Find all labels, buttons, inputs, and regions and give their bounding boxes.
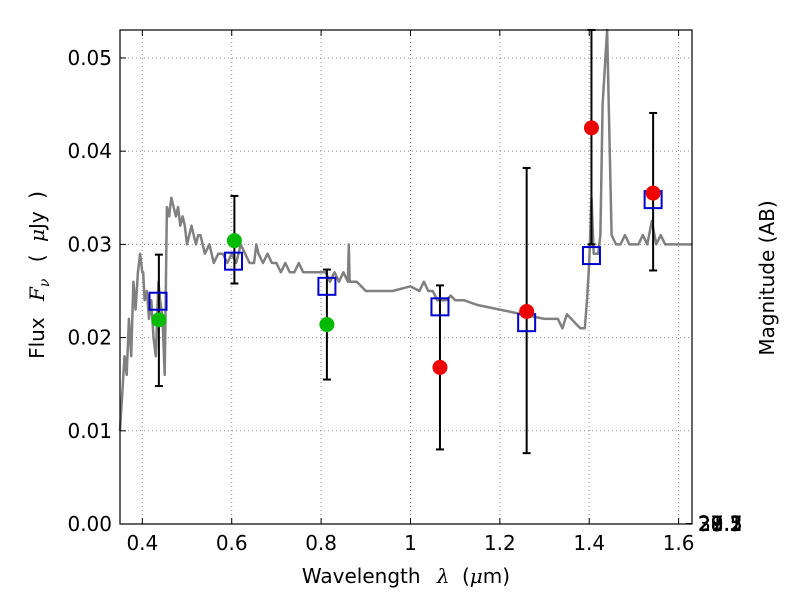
y-axis-label-subscript: ν xyxy=(37,278,53,287)
green-data-point xyxy=(151,312,167,328)
red-data-point xyxy=(583,120,599,136)
sed-model-line xyxy=(118,28,692,431)
right-tick-label: 29.5 xyxy=(698,512,743,536)
red-data-point xyxy=(519,303,535,319)
model-square-marker xyxy=(430,297,450,317)
y-tick-label: 0.02 xyxy=(67,326,112,350)
y-tick-label: 0.00 xyxy=(67,512,112,536)
grid-lines xyxy=(120,30,692,525)
x-axis-label: Wavelength λ (μm) xyxy=(302,564,510,588)
right-tick-label: 27.3 xyxy=(698,512,743,536)
model-square-marker xyxy=(317,276,337,296)
model-square-marker xyxy=(148,291,168,311)
right-tick-label: 31 xyxy=(698,512,723,536)
right-tick-label: 27.1 xyxy=(698,512,743,536)
model-square-marker xyxy=(224,251,244,271)
x-axis-label-text: Wavelength xyxy=(302,564,421,588)
measured-points xyxy=(151,120,661,375)
axis-ticks: 0.4 0.6 0.8 1 1.2 1.4 1.6 0.00 0.01 0.02 0.03 0.04 0… xyxy=(67,30,743,555)
y-tick-label: 0.03 xyxy=(67,232,112,256)
green-data-point xyxy=(319,317,335,333)
y-axis-label: Flux Fν ( μJy ) xyxy=(25,191,54,359)
right-tick-label: 28.2 xyxy=(698,512,743,536)
y-axis-label-unit-mu: μ xyxy=(25,229,49,242)
x-axis-label-unit-open: ( xyxy=(462,564,470,588)
x-axis-label-unit-rest: m) xyxy=(483,564,510,588)
right-axis-label: Magnitude (AB) xyxy=(755,200,779,355)
right-tick-label: 28 xyxy=(698,512,723,536)
y-axis-label-symbol: F xyxy=(25,286,49,302)
right-tick-label: 30 xyxy=(698,512,723,536)
right-tick-label: 29 xyxy=(698,512,723,536)
x-tick-label: 0.6 xyxy=(216,531,248,555)
x-axis-label-symbol: λ xyxy=(436,564,450,588)
x-tick-label: 1.2 xyxy=(484,531,516,555)
sed-model-layer xyxy=(118,28,692,431)
model-square-marker xyxy=(581,246,601,266)
model-squares xyxy=(148,190,663,333)
y-axis-label-unit-rest: Jy xyxy=(25,211,49,231)
right-tick-label: 27.5 xyxy=(698,512,743,536)
y-axis-label-text: Flux xyxy=(25,317,49,359)
x-tick-label: 1 xyxy=(404,531,417,555)
y-tick-label: 0.01 xyxy=(67,419,112,443)
right-tick-label: 28.5 xyxy=(698,512,743,536)
plot-frame xyxy=(119,29,693,525)
red-data-point xyxy=(645,185,661,201)
x-tick-label: 0.8 xyxy=(305,531,337,555)
x-tick-label: 1.6 xyxy=(663,531,695,555)
x-axis-label-unit-mu: μ xyxy=(470,564,483,588)
y-axis-label-unit-open: ( xyxy=(25,254,49,262)
y-axis-label-unit-close: ) xyxy=(25,191,49,199)
right-tick-label: 27.7 xyxy=(698,512,743,536)
x-tick-label: 1.4 xyxy=(573,531,605,555)
green-data-point xyxy=(226,233,242,249)
x-tick-label: 0.4 xyxy=(126,531,158,555)
y-tick-label: 0.05 xyxy=(67,46,112,70)
red-data-point xyxy=(432,359,448,375)
y-tick-label: 0.04 xyxy=(67,139,112,163)
